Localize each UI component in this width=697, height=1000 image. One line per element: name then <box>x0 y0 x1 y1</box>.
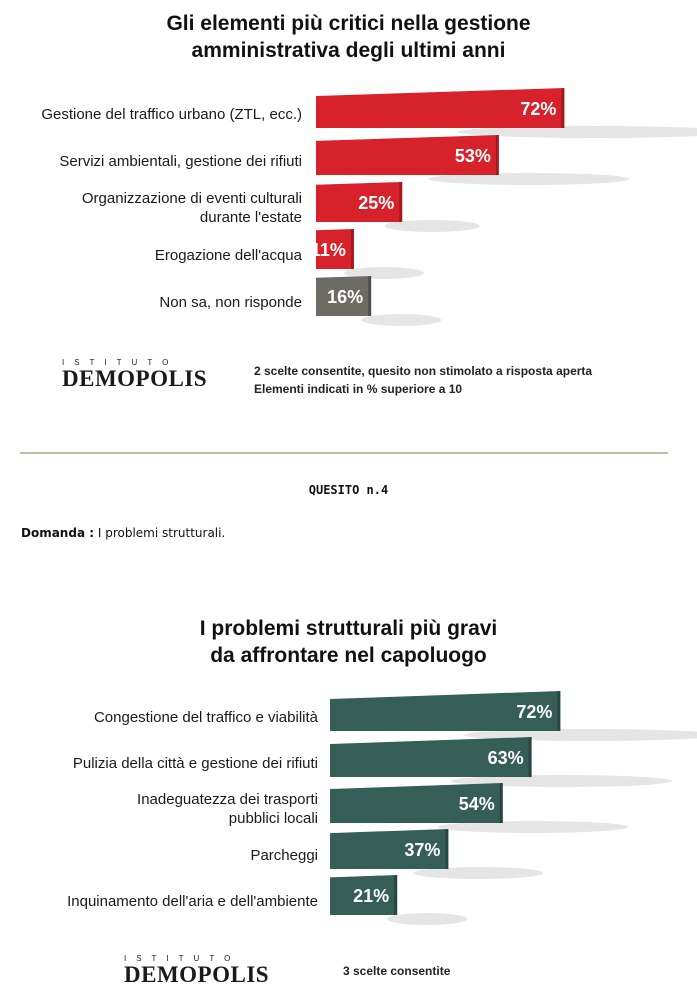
category-label-line: Pulizia della città e gestione dei rifiu… <box>72 754 318 772</box>
bar-group-0: 72% <box>316 88 697 138</box>
category-label-line: Erogazione dell'acqua <box>154 246 302 264</box>
bar-group-1: 63% <box>330 737 673 787</box>
chart1-note-line2: Elementi indicati in % superiore a 10 <box>254 382 463 396</box>
bar-value-label: 72% <box>520 99 556 119</box>
category-label-line: Parcheggi <box>250 846 318 864</box>
bar-group-3: 37% <box>330 829 544 879</box>
domanda-line: Domanda : I problemi strutturali. <box>21 526 225 540</box>
bar-edge <box>445 829 449 869</box>
category-label: Non sa, non risponde <box>0 293 302 312</box>
bar-shadow <box>450 775 673 787</box>
bar-value-label: 72% <box>516 702 552 722</box>
bar-value-label: 54% <box>459 794 495 814</box>
domanda-text: I problemi strutturali. <box>97 526 226 540</box>
bar-shadow <box>437 821 628 833</box>
bar-edge <box>368 276 372 316</box>
bar-value-label: 53% <box>455 146 491 166</box>
bar-shadow <box>387 913 468 925</box>
bar-shadow <box>457 126 697 138</box>
bar-group-0: 72% <box>330 691 697 741</box>
category-label: Erogazione dell'acqua <box>0 246 302 265</box>
bar-group-4: 16% <box>316 276 442 326</box>
chart1-title: Gli elementi più critici nella gestione … <box>0 10 697 64</box>
bar <box>330 691 561 731</box>
bar-edge <box>557 691 561 731</box>
category-label-line: Servizi ambientali, gestione dei rifiuti <box>59 152 302 170</box>
chart2-bar-chart: 72% 63% 54% 37% 21% <box>330 691 697 925</box>
bar-edge <box>394 875 398 915</box>
bar-value-label: 37% <box>404 840 440 860</box>
category-label: Inquinamento dell'aria e dell'ambiente <box>0 892 318 911</box>
bar-value-label: 25% <box>358 193 394 213</box>
bar-edge <box>499 783 503 823</box>
category-label: Inadeguatezza dei trasporti pubblici loca… <box>0 790 318 828</box>
bar <box>316 135 499 175</box>
bar-edge <box>399 182 403 222</box>
bar <box>330 875 398 915</box>
domanda-label: Domanda : <box>21 526 95 540</box>
quesito-heading: QUESITO n.4 <box>308 483 389 497</box>
category-label: Gestione del traffico urbano (ZTL, ecc.) <box>0 105 302 124</box>
bar-value-label: 21% <box>353 886 389 906</box>
bar-edge <box>528 737 532 777</box>
chart2-title-line2: da affrontare nel capoluogo <box>210 644 487 667</box>
bar-value-label: 11% <box>311 240 346 260</box>
bar <box>316 88 565 128</box>
bar <box>316 276 372 316</box>
bar-group-3: 11% <box>311 229 424 279</box>
category-label-line: Non sa, non risponde <box>159 293 302 311</box>
bar-group-4: 21% <box>330 875 468 925</box>
logo-big-text: DEMOPOLIS <box>124 962 270 987</box>
category-label-line: Organizzazione di eventi culturali <box>81 190 302 207</box>
logo-small-text: ISTITUTO <box>62 358 179 367</box>
bar <box>330 829 449 869</box>
bar-shadow <box>413 867 544 879</box>
bar-shadow <box>428 173 630 185</box>
category-label-line: Inadeguatezza dei trasporti <box>137 791 318 808</box>
bar-group-2: 25% <box>316 182 480 232</box>
bar <box>316 182 403 222</box>
bar-value-label: 63% <box>488 748 524 768</box>
chart1-title-line2: amministrativa degli ultimi anni <box>191 39 506 62</box>
logo-small-text: ISTITUTO <box>124 954 241 963</box>
bar-shadow <box>343 267 424 279</box>
category-label-line: Congestione del traffico e viabilità <box>93 708 318 726</box>
chart2-note-line1: 3 scelte consentite <box>343 964 451 978</box>
demopolis-logo: ISTITUTO DEMOPOLIS <box>62 358 207 392</box>
category-label-line: Gestione del traffico urbano (ZTL, ecc.) <box>41 105 302 123</box>
category-label-line: Inquinamento dell'aria e dell'ambiente <box>67 892 318 910</box>
bar-edge <box>561 88 565 128</box>
chart2-title: I problemi strutturali più gravi da affr… <box>0 615 697 669</box>
bar-shadow <box>384 220 480 232</box>
logo-big-text: DEMOPOLIS <box>62 366 208 391</box>
chart1-note: 2 scelte consentite, quesito non stimola… <box>254 362 592 398</box>
category-label: Congestione del traffico e viabilità <box>0 708 318 727</box>
chart2-note: 3 scelte consentite <box>343 962 450 980</box>
category-label-line: pubblici locali <box>228 810 318 827</box>
chart1-note-line1: 2 scelte consentite, quesito non stimola… <box>254 364 593 378</box>
chart1-title-line1: Gli elementi più critici nella gestione <box>166 12 531 35</box>
chart2-title-line1: I problemi strutturali più gravi <box>199 617 498 640</box>
category-label: Parcheggi <box>0 846 318 865</box>
category-label: Organizzazione di eventi culturali durant… <box>0 189 302 227</box>
category-label-line: durante l'estate <box>199 209 302 226</box>
category-label: Pulizia della città e gestione dei rifiu… <box>0 754 318 773</box>
bar-group-2: 54% <box>330 783 628 833</box>
bar-edge <box>350 229 354 269</box>
category-label: Servizi ambientali, gestione dei rifiuti <box>0 152 302 171</box>
chart1-bar-chart: 72% 53% 25% 11% 16% <box>311 88 697 326</box>
bar <box>330 737 532 777</box>
bar-edge <box>495 135 499 175</box>
bar-value-label: 16% <box>327 287 363 307</box>
demopolis-logo-2: ISTITUTO DEMOPOLIS <box>124 954 269 988</box>
bar-shadow <box>361 314 442 326</box>
section-divider <box>20 452 668 454</box>
bar <box>330 783 503 823</box>
bar <box>316 229 354 269</box>
bar-group-1: 53% <box>316 135 630 185</box>
